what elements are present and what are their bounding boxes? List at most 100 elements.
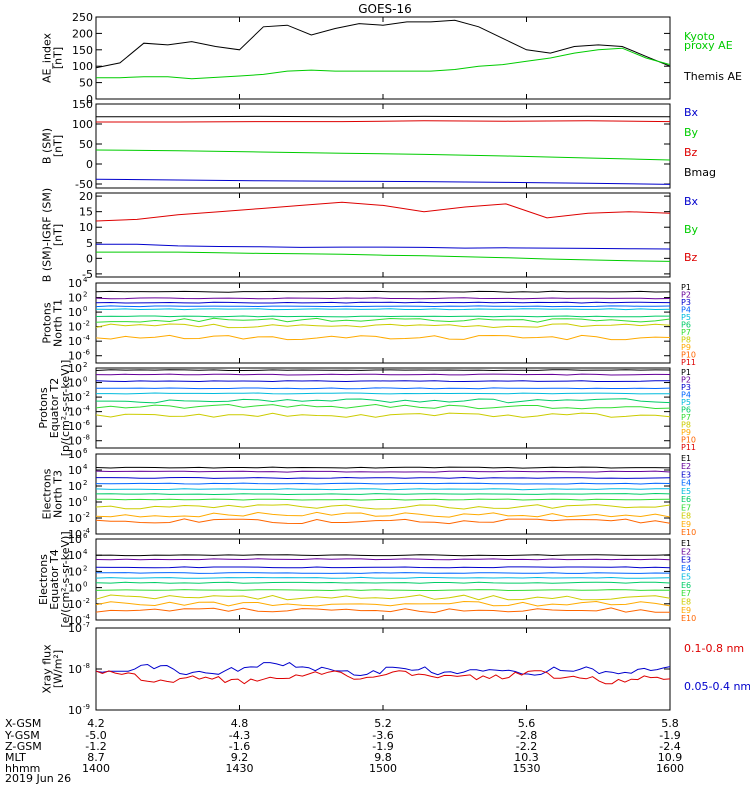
y-tick-exponent: -4 xyxy=(83,334,91,342)
legend-entry: 0.05-0.4 nm xyxy=(684,680,750,693)
y-axis-label: [p/(cm²-s-sr-keV)] xyxy=(59,360,72,457)
legend-entry: proxy AE xyxy=(684,39,733,52)
series-channel-4 xyxy=(96,388,670,389)
series-channel-5 xyxy=(96,489,670,490)
series-xray-long xyxy=(96,671,670,684)
y-axis-label: [nT] xyxy=(52,224,65,246)
y-tick-exponent: 2 xyxy=(83,479,87,487)
legend-entry: Bx xyxy=(684,195,699,208)
series-channel-6 xyxy=(96,316,670,317)
y-tick-exponent: -8 xyxy=(83,662,90,670)
y-tick-label: 0 xyxy=(86,158,93,171)
series-channel-3 xyxy=(96,567,670,568)
y-tick-exponent: -7 xyxy=(83,621,90,629)
y-tick-exponent: -4 xyxy=(83,613,91,621)
y-tick-exponent: -2 xyxy=(83,597,90,605)
y-tick-label: 0 xyxy=(86,252,93,265)
y-tick-exponent: 0 xyxy=(83,305,87,313)
y-tick-exponent: -6 xyxy=(83,349,91,357)
y-tick-label: 10 xyxy=(68,663,82,676)
series-channel-5 xyxy=(96,393,670,394)
legend-entry: By xyxy=(684,223,699,236)
axis-row-value: 1530 xyxy=(513,762,541,775)
y-tick-label: 10 xyxy=(68,480,82,493)
series-channel-7 xyxy=(96,405,670,409)
y-tick-exponent: 2 xyxy=(83,361,87,369)
y-tick-label: 10 xyxy=(68,306,82,319)
y-tick-label: 50 xyxy=(79,77,93,90)
series-channel-8 xyxy=(96,324,670,328)
y-tick-label: 10 xyxy=(68,496,82,509)
series-channel-9 xyxy=(96,512,670,517)
panel-frame xyxy=(96,628,670,710)
series-channel-2 xyxy=(96,298,670,299)
y-axis-label: [nT] xyxy=(52,135,65,157)
series-channel-4 xyxy=(96,306,670,307)
y-tick-label: 10 xyxy=(79,221,93,234)
y-tick-exponent: 4 xyxy=(83,548,88,556)
y-tick-label: 150 xyxy=(72,44,93,57)
y-tick-label: 10 xyxy=(68,704,82,717)
legend-entry: Bx xyxy=(684,106,699,119)
y-tick-exponent: 6 xyxy=(83,532,88,540)
y-tick-exponent: -8 xyxy=(83,434,90,442)
series-channel-10 xyxy=(96,519,670,524)
y-tick-label: 100 xyxy=(72,118,93,131)
series-channel-6 xyxy=(96,399,670,403)
series-b-igrf-bx xyxy=(96,244,670,249)
y-tick-label: 200 xyxy=(72,27,93,40)
series-channel-6 xyxy=(96,582,670,583)
y-axis-label: [W/m²] xyxy=(52,650,65,688)
series-channel-6 xyxy=(96,494,670,495)
series-themis-ae xyxy=(96,20,670,68)
y-tick-label: 100 xyxy=(72,60,93,73)
y-tick-label: 150 xyxy=(72,98,93,111)
series-channel-9 xyxy=(96,602,670,607)
series-channel-7 xyxy=(96,590,670,591)
legend-channel: E10 xyxy=(681,614,696,623)
y-axis-label: [e/(cm²-s-sr-keV)] xyxy=(59,531,72,627)
axis-row-value: 1400 xyxy=(82,762,110,775)
legend-entry: By xyxy=(684,126,699,139)
y-tick-label: 5 xyxy=(86,237,93,250)
y-tick-label: 15 xyxy=(79,206,93,219)
date-label: 2019 Jun 26 xyxy=(5,772,71,785)
axis-row-value: 1500 xyxy=(369,762,397,775)
panel-frame xyxy=(96,283,670,363)
y-tick-label: 10 xyxy=(68,335,82,348)
series-channel-9 xyxy=(96,335,670,339)
series-channel-2 xyxy=(96,374,670,375)
series-b-sm-by xyxy=(96,150,670,160)
series-channel-4 xyxy=(96,483,670,484)
series-channel-4 xyxy=(96,573,670,574)
y-tick-label: 10 xyxy=(68,622,82,635)
series-channel-1 xyxy=(96,370,670,371)
y-tick-exponent: -2 xyxy=(83,511,90,519)
series-channel-1 xyxy=(96,467,670,468)
y-tick-exponent: 0 xyxy=(83,495,87,503)
y-tick-exponent: 6 xyxy=(83,447,88,455)
y-tick-exponent: -2 xyxy=(83,320,90,328)
panel-frame xyxy=(96,17,670,99)
y-tick-label: 10 xyxy=(68,292,82,305)
panel-frame xyxy=(96,539,670,620)
y-tick-label: 10 xyxy=(68,464,82,477)
series-channel-1 xyxy=(96,291,670,292)
series-channel-7 xyxy=(96,499,670,500)
y-tick-exponent: 0 xyxy=(83,376,87,384)
series-b-igrf-by xyxy=(96,252,670,261)
y-tick-exponent: 4 xyxy=(83,463,88,471)
legend-entry: Bmag xyxy=(684,166,716,179)
y-tick-label: 20 xyxy=(79,190,93,203)
legend-entry: Themis AE xyxy=(683,70,742,83)
legend-entry: 0.1-0.8 nm xyxy=(684,642,744,655)
series-channel-5 xyxy=(96,577,670,578)
y-tick-exponent: 0 xyxy=(83,581,87,589)
